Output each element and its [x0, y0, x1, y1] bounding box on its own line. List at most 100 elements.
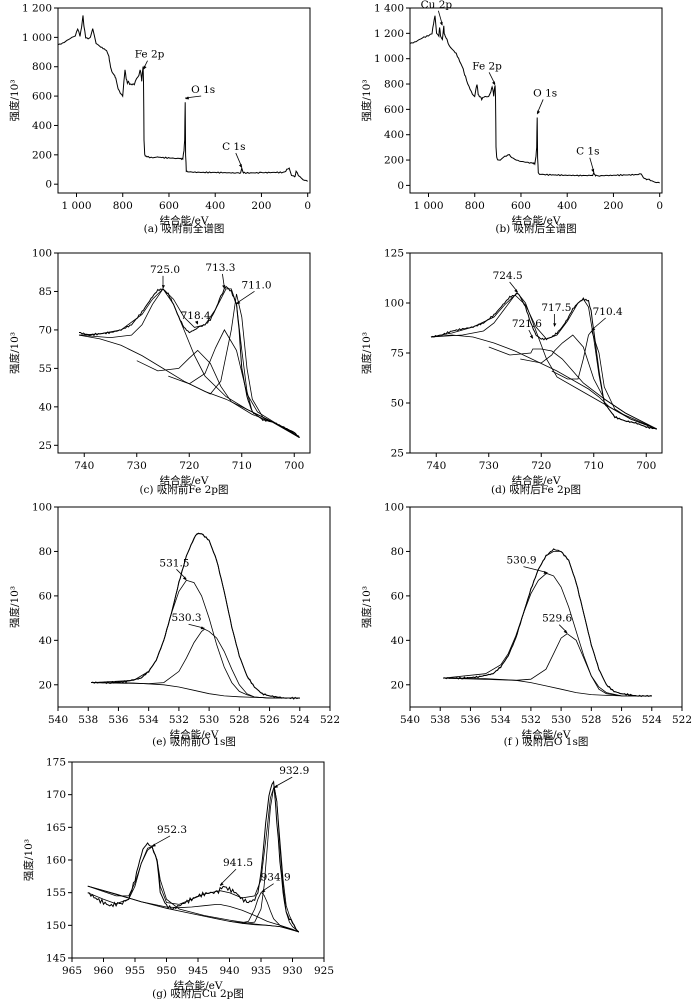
x-tick-label: 538 [430, 714, 450, 726]
y-tick-label: 75 [391, 348, 404, 360]
x-tick-label: 740 [74, 460, 94, 472]
x-tick-label: 534 [491, 714, 511, 726]
annotation-arrowhead [514, 289, 518, 293]
y-tick-label: 80 [39, 546, 52, 558]
x-tick-label: 930 [282, 965, 302, 977]
y-tick-label: 50 [391, 398, 404, 410]
annotation-label: 941.5 [223, 857, 253, 869]
x-tick-label: 540 [48, 714, 68, 726]
annotation-label: 721.6 [512, 318, 542, 330]
y-tick-label: 170 [46, 789, 66, 801]
x-tick-label: 530 [551, 714, 571, 726]
annotation-label: 529.6 [542, 613, 572, 625]
annotation-arrowhead [274, 784, 279, 789]
x-tick-label: 536 [108, 714, 128, 726]
y-tick-label: 70 [39, 324, 52, 336]
x-tick-label: 1 000 [413, 200, 443, 212]
annotation-label: 724.5 [493, 270, 523, 282]
annotation-arrowhead [543, 570, 548, 574]
annotation-arrow [523, 566, 548, 574]
x-tick-label: 925 [314, 965, 334, 977]
x-tick-label: 528 [229, 714, 249, 726]
series-peak-711.0 [189, 293, 300, 438]
y-tick-label: 20 [39, 679, 52, 691]
x-tick-label: 524 [290, 714, 310, 726]
x-tick-label: 720 [179, 460, 199, 472]
series-peak-529.6 [443, 633, 652, 697]
y-tick-label: 100 [32, 248, 52, 260]
annotation-arrowhead [222, 284, 226, 289]
series-peak-721.6 [488, 346, 657, 430]
plot-frame [409, 252, 663, 454]
y-tick-label: 600 [32, 91, 52, 103]
x-tick-label: 200 [603, 200, 623, 212]
x-tick-label: 528 [581, 714, 601, 726]
annotation-label: O 1s [533, 87, 557, 99]
series-peak-941.5 [87, 885, 299, 933]
y-axis-label: 强度/10³ [8, 79, 21, 121]
series-peak-710.4 [551, 330, 657, 430]
annotation-label: 718.4 [181, 310, 211, 322]
y-tick-label: 150 [46, 920, 66, 932]
annotation-label: C 1s [576, 146, 599, 158]
y-axis-label: 强度/10³ [360, 79, 373, 121]
x-tick-label: 540 [400, 714, 420, 726]
series-peak-724.5 [430, 292, 657, 430]
chart-g: 965 960 955 950 945 940 935 930 925 145 150 155 160 1… [22, 757, 334, 1001]
x-tick-label: 710 [232, 460, 252, 472]
x-tick-label: 730 [479, 460, 499, 472]
x-axis-label: 结合能/eV [522, 728, 571, 741]
annotation-arrow [236, 290, 255, 304]
annotation-label: 530.9 [506, 555, 536, 567]
y-axis-label: 强度/10³ [8, 332, 21, 374]
x-tick-label: 522 [320, 714, 340, 726]
plot-frame [409, 7, 663, 194]
annotation-arrowhead [236, 300, 241, 305]
x-tick-label: 522 [672, 714, 692, 726]
x-tick-label: 950 [156, 965, 176, 977]
chart-caption: (e) 吸附前O 1s图 [152, 735, 236, 748]
chart-d: 740 730 720 710 700 25 50 75 100 125 结合能/eV 强度/10³ (… [360, 248, 663, 496]
x-tick-label: 530 [199, 714, 219, 726]
x-tick-label: 526 [612, 714, 632, 726]
annotation-arrowhead [182, 576, 187, 581]
annotation-arrowhead [220, 882, 224, 887]
annotation-label: 530.3 [172, 612, 202, 624]
x-tick-label: 600 [511, 200, 531, 212]
annotation-label: 713.3 [205, 262, 235, 274]
y-tick-label: 125 [384, 248, 404, 260]
x-tick-label: 0 [656, 200, 663, 212]
series-fit [430, 294, 657, 430]
x-tick-label: 955 [125, 965, 145, 977]
annotation-label: Cu 2p [421, 0, 453, 11]
x-tick-label: 534 [139, 714, 159, 726]
x-tick-label: 600 [159, 200, 179, 212]
x-tick-label: 710 [584, 460, 604, 472]
y-tick-label: 600 [384, 104, 404, 116]
y-tick-label: 25 [391, 448, 404, 460]
y-tick-label: 85 [39, 286, 52, 298]
x-tick-label: 965 [62, 965, 82, 977]
y-tick-label: 100 [32, 502, 52, 514]
y-tick-label: 155 [46, 887, 66, 899]
plot-frame [57, 7, 311, 194]
annotation-arrowhead [200, 626, 205, 630]
x-axis-label: 结合能/eV [512, 474, 561, 487]
annotation-arrow [274, 776, 293, 788]
y-tick-label: 100 [384, 502, 404, 514]
plot-frame [409, 506, 683, 708]
x-tick-label: 800 [113, 200, 133, 212]
chart-e: 540 538 536 534 532 530 528 526 524 522 20 40 60 80 10… [8, 502, 340, 749]
annotation-arrowhead [195, 320, 198, 325]
annotation-arrowhead [591, 168, 595, 173]
annotation-label: 711.0 [241, 279, 271, 291]
y-tick-label: 400 [32, 120, 52, 132]
annotation-arrowhead [439, 21, 443, 26]
y-tick-label: 175 [46, 757, 66, 769]
series-peak-717.5 [520, 334, 657, 430]
y-axis-label: 强度/10³ [360, 586, 373, 628]
x-tick-label: 700 [636, 460, 656, 472]
y-axis-label: 强度/10³ [8, 586, 21, 628]
annotation-arrowhead [553, 323, 557, 327]
